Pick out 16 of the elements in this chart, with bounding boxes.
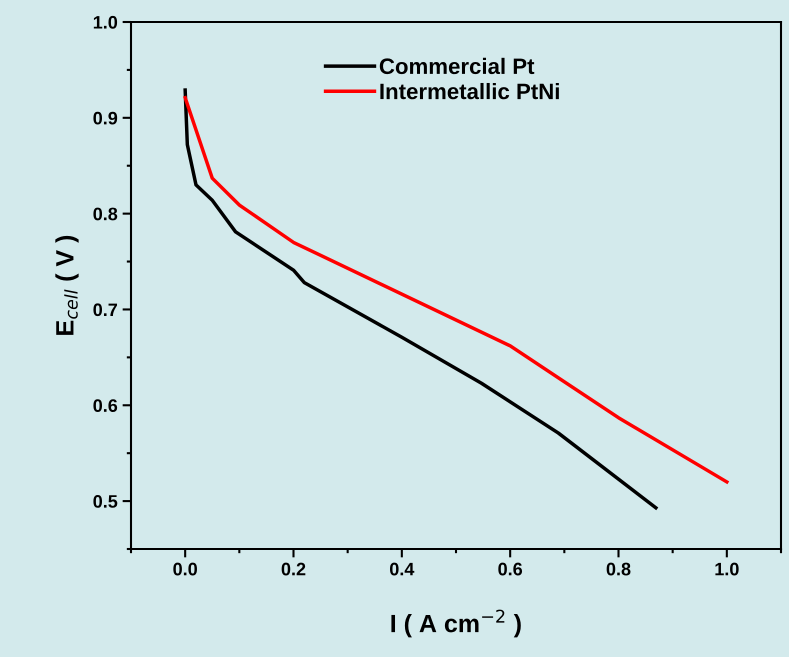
x-tick-label: 0.8 <box>606 562 630 576</box>
x-tick-label: 1.0 <box>715 562 739 576</box>
legend-label: Intermetallic PtNi <box>380 82 559 100</box>
x-axis-title: I ( A cm$^{−2}$ ) <box>391 610 521 638</box>
y-axis-title: E$_{cell}$ ( V ) <box>55 236 79 335</box>
x-tick-label: 0.4 <box>390 562 414 576</box>
x-tick-label: 0.2 <box>282 562 306 576</box>
y-tick-label: 0.5 <box>93 495 118 508</box>
x-tick-label: 0.0 <box>173 562 197 576</box>
y-tick-label: 0.8 <box>93 208 118 220</box>
x-tick-label: 0.6 <box>498 562 522 576</box>
legend-label: Commercial Pt <box>380 58 534 74</box>
y-tick-label: 0.6 <box>93 399 118 412</box>
y-tick-label: 0.9 <box>93 112 118 125</box>
y-tick-label: 1.0 <box>94 16 118 29</box>
y-tick-label: 0.7 <box>93 303 118 316</box>
